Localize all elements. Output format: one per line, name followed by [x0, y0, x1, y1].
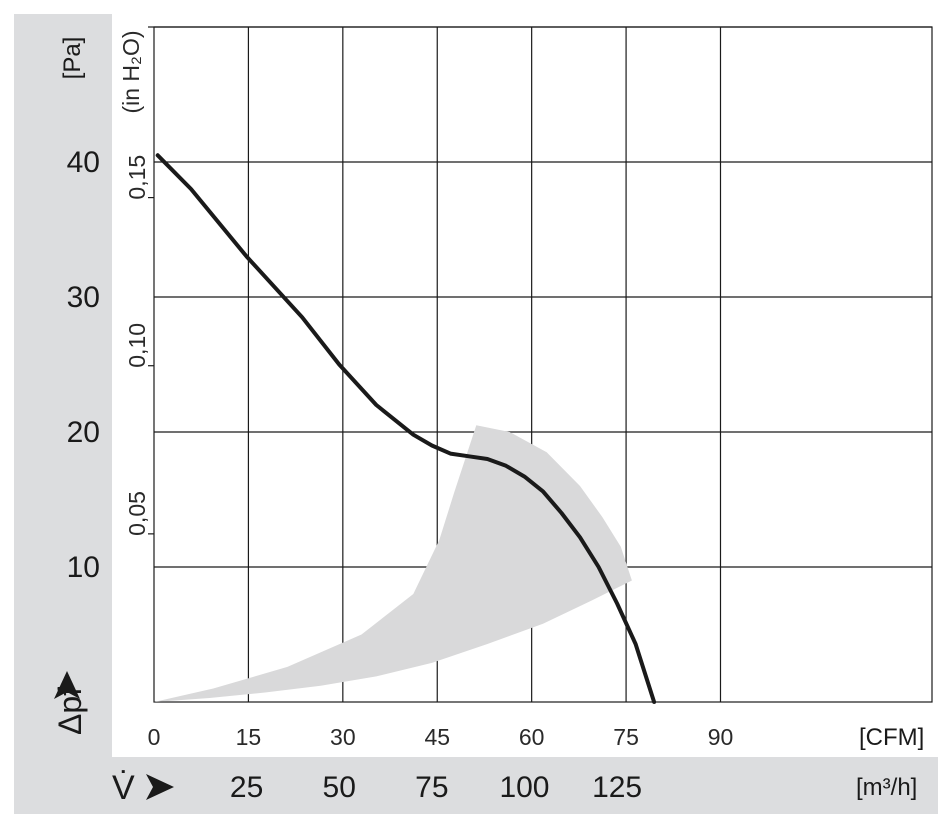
y-tick-pa: 20	[67, 416, 100, 449]
x-tick-m3h: 25	[230, 771, 263, 804]
x-tick-m3h: 100	[499, 771, 549, 804]
x-axis-cfm-ticks: 0 15 30 45 60 75 90	[148, 724, 734, 750]
x-unit-cfm: [CFM]	[859, 724, 924, 751]
x-tick-m3h: 50	[323, 771, 356, 804]
background-bands	[14, 14, 938, 814]
x-tick-cfm: 30	[330, 724, 356, 750]
pressure-flow-curve	[155, 153, 657, 704]
y-tick-pa: 40	[67, 146, 100, 179]
y-axis-inh2o-ticks: 0,05 0,10 0,15	[124, 26, 154, 536]
bottom-axis-band	[112, 757, 938, 814]
y-axis-arrow-icon	[54, 671, 80, 699]
x-tick-cfm: 90	[708, 724, 734, 750]
x-tick-cfm: 60	[519, 724, 545, 750]
x-tick-cfm: 0	[148, 724, 161, 750]
y-tick-inh2o: 0,15	[124, 155, 150, 200]
x-axis-label: V̇	[112, 769, 135, 807]
y-unit-inh2o: (in H₂O)	[118, 30, 144, 113]
operating-region	[154, 425, 632, 702]
y-unit-pa: [Pa]	[59, 37, 86, 80]
y-tick-pa: 10	[67, 551, 100, 584]
x-axis-arrow-icon	[146, 774, 174, 800]
x-tick-m3h: 75	[415, 771, 448, 804]
y-tick-inh2o: 0,05	[124, 491, 150, 536]
y-tick-inh2o: 0,10	[124, 323, 150, 368]
x-tick-m3h: 125	[592, 771, 642, 804]
x-tick-cfm: 15	[236, 724, 262, 750]
x-tick-cfm: 75	[613, 724, 639, 750]
y-axis-pa-ticks: 10 20 30 40	[67, 146, 100, 584]
y-tick-pa: 30	[67, 281, 100, 314]
x-tick-cfm: 45	[424, 724, 450, 750]
x-unit-m3h: [m³/h]	[856, 774, 917, 801]
x-axis-m3h-ticks: 25 50 75 100 125	[230, 771, 642, 804]
